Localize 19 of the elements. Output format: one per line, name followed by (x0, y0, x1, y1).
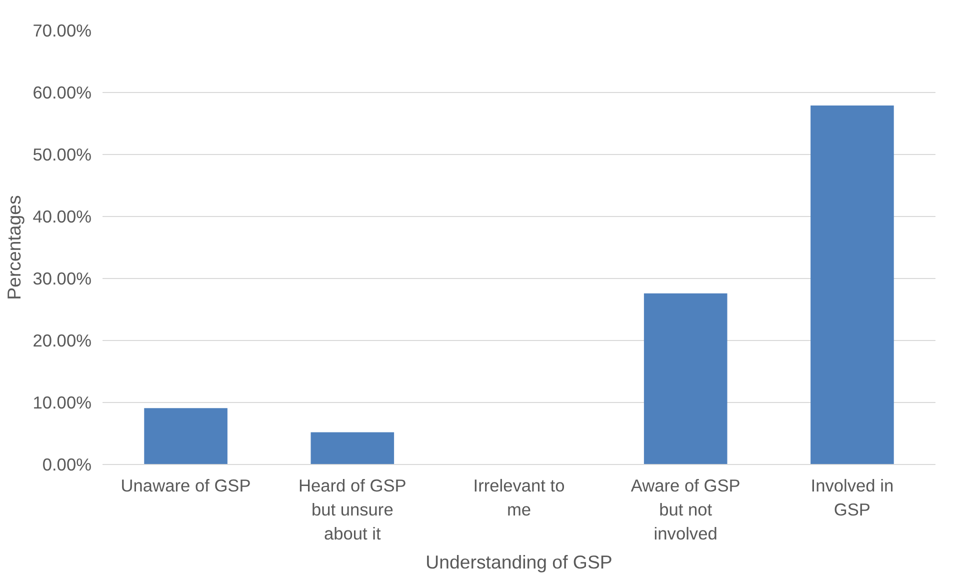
y-tick-label: 70.00% (32, 20, 92, 40)
x-axis-title: Understanding of GSP (426, 552, 612, 572)
bar (144, 408, 228, 464)
bar (644, 293, 728, 464)
y-tick-label: 10.00% (32, 392, 92, 412)
bar (810, 106, 894, 464)
y-axis-title: Percentages (4, 195, 25, 300)
y-tick-label: 50.00% (32, 144, 92, 164)
bar (310, 432, 394, 464)
x-tick-label: Heard of GSP but unsure about it (298, 476, 406, 544)
y-tick-label: 0.00% (42, 454, 92, 474)
x-tick-label: Irrelevant to me (473, 476, 565, 520)
y-tick-label: 60.00% (32, 82, 92, 102)
y-tick-label: 20.00% (32, 330, 92, 350)
y-tick-label: 40.00% (32, 206, 92, 226)
y-tick-label: 30.00% (32, 268, 92, 288)
x-tick-label: Unaware of GSP (120, 476, 251, 496)
x-tick-label: Aware of GSP but not involved (630, 476, 740, 544)
x-tick-label: Involved in GSP (810, 476, 894, 520)
